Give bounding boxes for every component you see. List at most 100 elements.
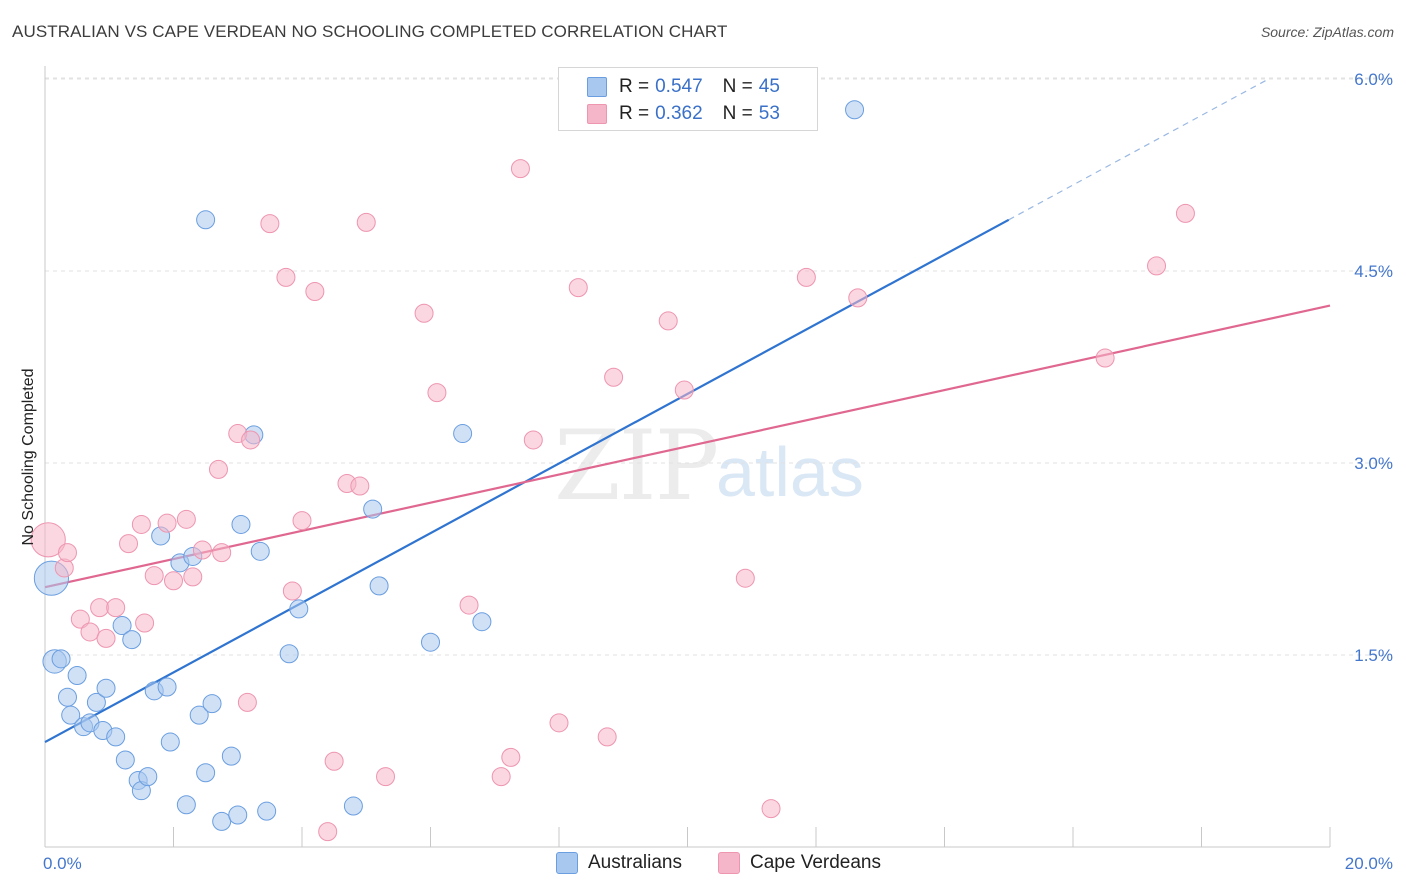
cape-verdeans-point: [305, 281, 325, 301]
australians-point: [96, 678, 116, 698]
australians-point: [189, 705, 209, 725]
legend-swatch-australians: [556, 852, 578, 874]
y-tick-label: 4.5%: [1354, 262, 1393, 281]
cape-verdeans-point: [292, 511, 312, 531]
x-tick-label: 0.0%: [43, 854, 82, 873]
australians-point: [369, 576, 389, 596]
cape-verdeans-point: [135, 613, 155, 633]
cape-verdeans-point: [1095, 348, 1115, 368]
cape-verdeans-point: [106, 598, 126, 618]
australians-point: [157, 677, 177, 697]
cape-verdeans-point: [735, 568, 755, 588]
cape-verdeans-point: [376, 767, 396, 787]
australians-point: [231, 514, 251, 534]
cape-verdeans-point: [157, 513, 177, 533]
australians-point: [86, 692, 106, 712]
cape-verdeans-point: [510, 159, 530, 179]
legend-label-cape-verdeans: Cape Verdeans: [750, 852, 881, 873]
series-legend: Australians Cape Verdeans: [0, 852, 1406, 876]
australians-point: [289, 599, 309, 619]
cape-verdeans-point: [356, 212, 376, 232]
cape-verdeans-trend-line: [44, 304, 1331, 589]
australians-point: [202, 694, 222, 714]
legend-r-value: 0.547: [655, 76, 703, 97]
x-tick-label: 20.0%: [1345, 854, 1393, 873]
cape-verdeans-point: [604, 367, 624, 387]
source-label: Source: ZipAtlas.com: [1260, 24, 1394, 40]
cape-verdeans-point: [96, 628, 116, 648]
cape-verdeans-point: [54, 558, 74, 578]
trend-lines: [44, 80, 1331, 744]
cape-verdeans-point: [131, 514, 151, 534]
cape-verdeans-point: [501, 747, 521, 767]
australians-point: [122, 630, 142, 650]
legend-n-label: N =: [722, 76, 753, 97]
cape-verdeans-point: [30, 522, 66, 558]
australians-point: [279, 644, 299, 664]
cape-verdeans-point: [80, 622, 100, 642]
cape-verdeans-point: [237, 692, 257, 712]
legend-swatch-cape-verdeans: [718, 852, 740, 874]
australians-point: [176, 795, 196, 815]
legend-swatch-australians: [587, 77, 607, 97]
cape-verdeans-point: [318, 822, 338, 842]
legend-r-label: R =: [619, 76, 650, 97]
axis-labels: 1.5% 3.0% 4.5% 6.0% 0.0% 20.0% No Schooling Co…: [20, 70, 1393, 873]
australians-point: [343, 796, 363, 816]
y-tick-label: 6.0%: [1354, 70, 1393, 89]
australians-trend-extension: [1008, 80, 1267, 221]
cape-verdeans-point: [260, 214, 280, 234]
australians-point: [138, 767, 158, 787]
australians-point: [160, 732, 180, 752]
cape-verdeans-point: [549, 713, 569, 733]
cape-verdeans-point: [568, 278, 588, 298]
australians-point: [57, 687, 77, 707]
cape-verdeans-point: [427, 383, 447, 403]
watermark-zip: ZIP: [554, 410, 719, 522]
cape-verdeans-point: [183, 567, 203, 587]
australians-point: [845, 100, 865, 120]
australians-point: [115, 750, 135, 770]
cape-verdeans-point: [523, 430, 543, 450]
y-tick-label: 3.0%: [1354, 454, 1393, 473]
australians-point: [212, 811, 232, 831]
cape-verdeans-point: [324, 751, 344, 771]
australians-point: [51, 649, 71, 669]
cape-verdeans-point: [241, 430, 261, 450]
australians-point: [106, 727, 126, 747]
y-axis-label: No Schooling Completed: [20, 369, 37, 546]
cape-verdeans-point: [192, 540, 212, 560]
cape-verdeans-point: [176, 509, 196, 529]
cape-verdeans-point: [90, 598, 110, 618]
cape-verdeans-point: [414, 303, 434, 323]
cape-verdeans-point: [674, 380, 694, 400]
australians-point: [421, 632, 440, 652]
cape-verdeans-point: [144, 566, 164, 586]
cape-verdeans-point: [208, 459, 228, 479]
cape-verdeans-point: [796, 267, 816, 287]
australians-point: [196, 763, 216, 783]
cape-verdeans-point: [282, 581, 302, 601]
legend-swatch-cape-verdeans: [587, 104, 607, 124]
cape-verdeans-point: [848, 288, 868, 308]
gridlines: [45, 77, 1392, 656]
cape-verdeans-point: [459, 595, 479, 615]
australians-point: [453, 424, 473, 444]
legend-item-australians[interactable]: Australians: [556, 852, 682, 874]
cape-verdeans-point: [57, 543, 77, 563]
legend-r-value: 0.362: [655, 103, 703, 124]
legend-item-cape-verdeans[interactable]: Cape Verdeans: [718, 852, 881, 874]
legend-r-label: R =: [619, 103, 650, 124]
cape-verdeans-point: [1175, 203, 1195, 223]
cape-verdeans-point: [212, 543, 232, 563]
data-points: [30, 100, 1195, 842]
australians-point: [250, 541, 270, 561]
australians-point: [472, 612, 492, 632]
chart-title: AUSTRALIAN VS CAPE VERDEAN NO SCHOOLING …: [12, 22, 728, 41]
cape-verdeans-point: [276, 267, 296, 287]
australians-point: [257, 801, 277, 821]
australians-point: [228, 805, 248, 825]
cape-verdeans-point: [70, 609, 90, 629]
cape-verdeans-point: [1147, 256, 1167, 276]
